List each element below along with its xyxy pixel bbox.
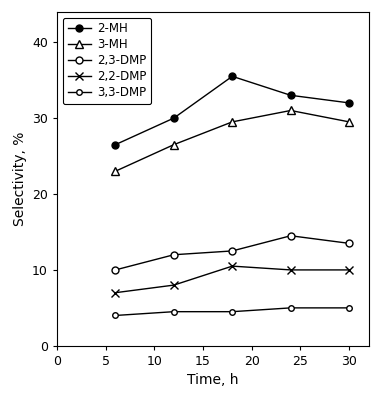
Legend: 2-MH, 3-MH, 2,3-DMP, 2,2-DMP, 3,3-DMP: 2-MH, 3-MH, 2,3-DMP, 2,2-DMP, 3,3-DMP	[63, 18, 151, 104]
X-axis label: Time, h: Time, h	[187, 373, 239, 387]
Y-axis label: Selectivity, %: Selectivity, %	[13, 132, 27, 226]
